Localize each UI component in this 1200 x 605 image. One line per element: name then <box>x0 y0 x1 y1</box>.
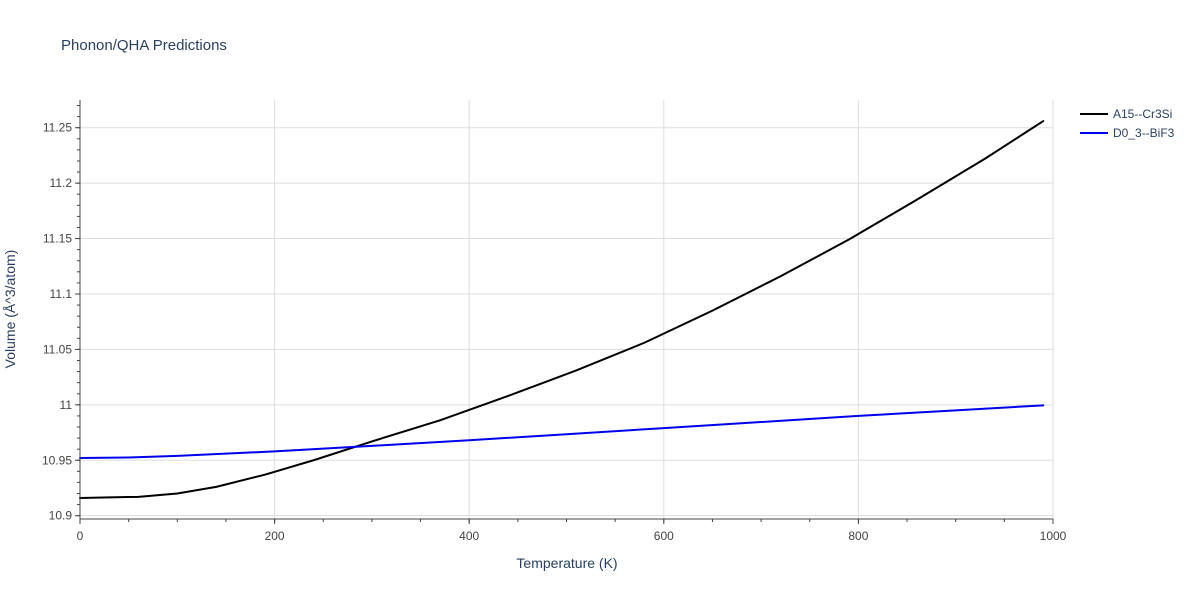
series-line-a15-cr3si <box>79 120 1045 499</box>
y-tick-label: 11.1 <box>50 287 73 301</box>
legend[interactable]: A15--Cr3Si D0_3--BiF3 <box>1080 107 1175 140</box>
y-tick-label: 11.05 <box>43 342 72 356</box>
legend-item-d0-3-bif3[interactable]: D0_3--BiF3 <box>1080 126 1175 140</box>
x-tick-label: 600 <box>654 529 674 543</box>
x-tick-label: 800 <box>848 529 868 543</box>
y-tick-label: 10.9 <box>49 509 73 523</box>
legend-item-a15-cr3si[interactable]: A15--Cr3Si <box>1080 107 1172 121</box>
x-tick-label: 1000 <box>1040 529 1067 543</box>
chart-title: Phonon/QHA Predictions <box>61 37 227 54</box>
x-tick-label: 0 <box>77 529 84 543</box>
x-axis-title: Temperature (K) <box>516 555 617 571</box>
x-tick-label: 200 <box>265 529 285 543</box>
series-lines <box>79 120 1045 499</box>
y-tick-label: 11.2 <box>50 176 73 190</box>
y-tick-label: 11.25 <box>43 121 72 135</box>
axes: 0 200 400 600 800 1000 10.9 10.95 11 11.05 11.1 11.… <box>42 100 1067 543</box>
y-axis-title: Volume (Å^3/atom) <box>2 250 18 369</box>
y-tick-label: 11.15 <box>43 232 72 246</box>
x-tick-label: 400 <box>459 529 479 543</box>
grid <box>80 100 1054 519</box>
legend-label-a15-cr3si: A15--Cr3Si <box>1113 107 1172 121</box>
legend-label-d0-3-bif3: D0_3--BiF3 <box>1113 126 1175 140</box>
y-tick-label: 10.95 <box>42 453 72 467</box>
y-tick-label: 11 <box>60 398 73 412</box>
series-line-d0-3-bif3 <box>79 404 1045 460</box>
